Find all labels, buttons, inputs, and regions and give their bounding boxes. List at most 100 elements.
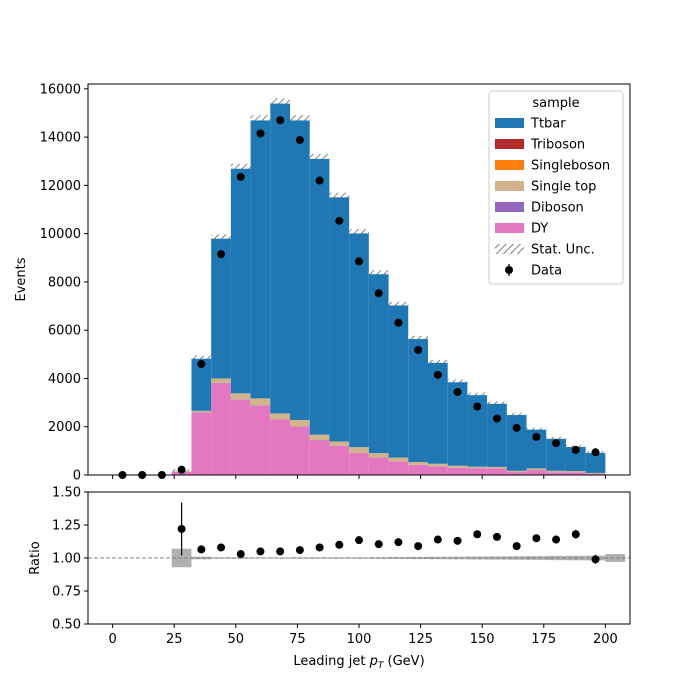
- ratio-unc-bin: [250, 557, 271, 559]
- legend-swatch: [495, 160, 524, 170]
- bar-dy: [467, 468, 488, 475]
- ratio-x-tick-label: 25: [166, 632, 183, 647]
- bar-ttbar: [309, 156, 330, 435]
- bar-dy: [427, 466, 448, 475]
- bar-ttbar: [329, 195, 350, 442]
- data-point: [532, 432, 541, 441]
- series-single-top: [171, 378, 606, 474]
- ratio-unc-bin: [467, 556, 488, 560]
- ratio-unc-bin: [191, 556, 212, 560]
- x-axis-label-sub: T: [378, 661, 385, 671]
- data-point: [453, 387, 462, 396]
- data-point: [394, 318, 403, 327]
- x-axis-label-main: Leading jet: [293, 654, 369, 669]
- legend-entry: Ttbar: [495, 117, 566, 132]
- main-y-ticks: 0 2000 4000 6000 8000 10000 12000 14000 16000: [40, 82, 88, 484]
- data-point: [512, 423, 521, 432]
- bar-dy: [230, 399, 251, 475]
- y-tick-label: 14000: [40, 131, 81, 146]
- series-ttbar: [191, 100, 606, 473]
- x-axis-label: Leading jet pT (GeV): [293, 654, 424, 671]
- bar-dy: [329, 446, 350, 475]
- bar-single-top: [467, 466, 488, 469]
- bar-ttbar: [270, 100, 291, 414]
- ratio-point: [473, 530, 482, 539]
- data-point: [335, 216, 344, 225]
- stacked-bars: [171, 100, 606, 475]
- stat-unc-band: [388, 301, 409, 306]
- bar-ttbar: [191, 357, 212, 411]
- stat-unc-band: [270, 98, 291, 104]
- ratio-point: [512, 542, 521, 551]
- ratio-x-tick-label: 125: [408, 632, 433, 647]
- stat-unc-band: [408, 335, 428, 340]
- legend-entry: Singleboson: [495, 159, 610, 174]
- bar-single-top: [230, 393, 251, 400]
- main-panel: 0 2000 4000 6000 8000 10000 12000 14000 16000 Eve…: [14, 82, 631, 484]
- bar-single-top: [526, 468, 547, 471]
- bar-dy: [211, 383, 231, 475]
- series-diboson: [191, 382, 606, 474]
- ratio-point: [433, 535, 442, 544]
- stat-unc-band: [329, 192, 350, 198]
- bar-ttbar: [349, 231, 369, 448]
- bar-ttbar: [447, 380, 468, 466]
- ratio-point: [217, 543, 226, 552]
- ratio-point: [276, 547, 285, 556]
- bar-single-top: [349, 447, 369, 453]
- bar-dy: [487, 468, 507, 475]
- bar-ttbar: [565, 446, 586, 472]
- bar-ttbar: [290, 117, 310, 420]
- ratio-x-ticks: 0 25 50 75 100 125 150 175 200: [108, 624, 618, 647]
- ratio-point: [552, 535, 561, 544]
- ratio-y-axis-label: Ratio: [28, 541, 43, 574]
- ratio-point: [295, 546, 304, 555]
- ratio-point: [492, 532, 501, 541]
- stat-unc-band: [250, 115, 271, 121]
- ratio-unc-bin: [526, 556, 547, 560]
- y-tick-label: 4000: [48, 372, 81, 387]
- legend-entry: Triboson: [495, 138, 585, 153]
- y-axis-label: Events: [14, 257, 29, 301]
- legend-hatch-swatch: [495, 244, 524, 254]
- legend: sample Ttbar Triboson Singleboson Single top…: [488, 90, 624, 285]
- bar-single-top: [546, 470, 566, 473]
- y-tick-label: 0: [73, 469, 81, 484]
- bar-dy: [447, 468, 468, 475]
- ratio-points: [177, 502, 600, 564]
- bar-dy: [526, 470, 547, 475]
- ratio-unc-bin: [388, 557, 409, 559]
- x-axis-label-unit: (GeV): [383, 654, 424, 669]
- bar-ttbar: [408, 337, 428, 463]
- bar-single-top: [368, 453, 389, 458]
- stat-unc-band: [506, 412, 527, 416]
- ratio-y-tick-label: 1.00: [52, 552, 81, 567]
- bar-dy: [408, 464, 428, 475]
- ratio-x-tick-label: 175: [531, 632, 556, 647]
- data-point: [473, 402, 482, 411]
- y-tick-label: 16000: [40, 82, 81, 97]
- ratio-unc-bin: [605, 554, 626, 562]
- y-tick-label: 6000: [48, 324, 81, 339]
- bar-dy: [191, 412, 212, 475]
- bar-dy: [546, 472, 566, 475]
- bar-single-top: [250, 398, 271, 406]
- ratio-point: [355, 536, 363, 545]
- bar-ttbar: [487, 402, 507, 467]
- stat-unc-band: [427, 359, 448, 363]
- data-point: [276, 116, 285, 125]
- ratio-panel: 0.50 0.75 1.00 1.25 1.50 0 25 50 75 100 125 150 175 2…: [28, 486, 631, 671]
- data-point: [492, 414, 501, 423]
- bar-single-top: [270, 413, 291, 420]
- stat-unc-band: [309, 153, 330, 159]
- bar-single-top: [506, 470, 527, 472]
- bar-ttbar: [250, 117, 271, 399]
- ratio-point: [256, 547, 265, 556]
- data-point: [197, 359, 206, 368]
- ratio-point: [374, 540, 383, 549]
- ratio-point: [177, 524, 186, 533]
- bar-single-top: [408, 462, 428, 465]
- bar-single-top: [565, 471, 586, 473]
- bar-ttbar: [427, 361, 448, 464]
- y-tick-label: 10000: [40, 227, 81, 242]
